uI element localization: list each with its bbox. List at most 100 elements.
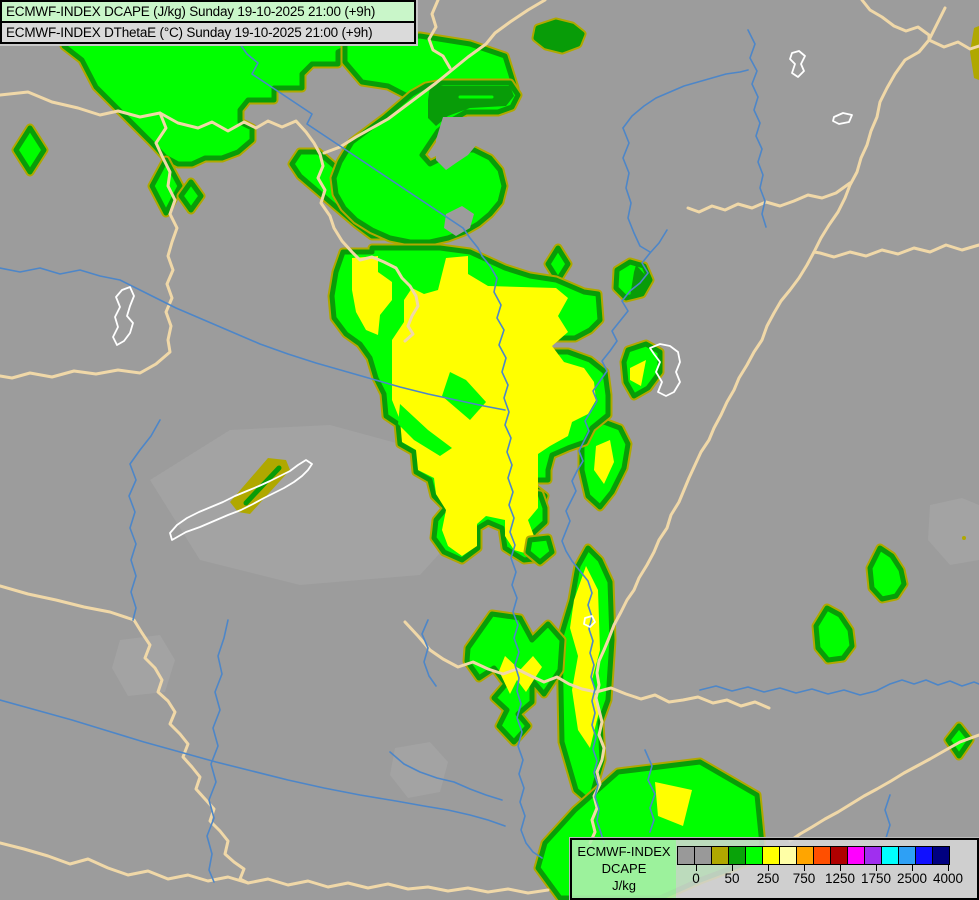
legend-swatch-10 (847, 846, 865, 865)
balaton-band-core (243, 465, 282, 506)
olive-dot (962, 536, 966, 540)
country-border (427, 0, 452, 70)
country-border (860, 0, 931, 42)
legend-tick-mark (840, 865, 841, 871)
legend-swatch-15 (932, 846, 950, 865)
legend-tick-label-0: 0 (692, 871, 700, 886)
olive-edge-strip (970, 26, 979, 80)
dcape-chevron-inner (499, 656, 542, 694)
legend-tick-label-4000: 4000 (932, 871, 964, 886)
river (644, 749, 656, 833)
legend-swatch-8 (813, 846, 831, 865)
country-border (403, 620, 771, 710)
legend-tick-mark (732, 865, 733, 871)
legend-swatch-4 (745, 846, 763, 865)
terrain-watermark (928, 498, 979, 565)
river (622, 69, 749, 129)
dcape-region-sse-inner (655, 782, 692, 826)
country-border (0, 90, 420, 343)
legend-swatch-3 (728, 846, 746, 865)
terrain-watermark (112, 635, 175, 696)
river (884, 794, 891, 839)
river (0, 267, 506, 411)
dcape-region-central-inner (392, 256, 596, 556)
legend-swatch-13 (898, 846, 916, 865)
legend-product: ECMWF-INDEX (577, 844, 671, 859)
lake-outline (112, 286, 135, 346)
lake-outline (169, 459, 313, 541)
dcape-region-central-inner (352, 256, 392, 335)
country-border (0, 841, 550, 895)
country-border (0, 584, 250, 885)
river (747, 29, 767, 228)
title-line-dthetae: ECMWF-INDEX DThetaE (°C) Sunday 19-10-20… (2, 21, 414, 42)
legend-tick-mark (804, 865, 805, 871)
legend-tick-label-50: 50 (724, 871, 740, 886)
legend-swatch-2 (711, 846, 729, 865)
legend-swatch-7 (796, 846, 814, 865)
river (561, 229, 668, 844)
dcape-region-central-accent (398, 404, 452, 456)
legend-swatch-1 (694, 846, 712, 865)
dcape-region-arc-hole (444, 206, 474, 236)
dcape-drop-e2 (813, 605, 855, 663)
legend-labels: ECMWF-INDEX DCAPE J/kg (572, 840, 676, 898)
river (622, 127, 651, 253)
dcape-tip-s (525, 535, 555, 565)
dcape-diamond-w2 (149, 157, 183, 216)
country-border (927, 38, 979, 51)
dcape-pent-tisza-inner (630, 360, 646, 386)
lake-outline (583, 615, 596, 628)
dcape-drop-e1 (867, 545, 907, 602)
legend-swatch-row (677, 846, 950, 865)
country-border (588, 6, 947, 845)
legend-swatch-12 (881, 846, 899, 865)
country-border (686, 181, 852, 214)
river (421, 619, 437, 687)
legend-scale: 0 50 250 750 1250 1750 2500 4000 (676, 840, 977, 898)
dcape-hex-e1-inner (594, 440, 614, 484)
title-line-dcape: ECMWF-INDEX DCAPE (J/kg) Sunday 19-10-20… (6, 4, 376, 19)
lake-outline (789, 50, 806, 78)
legend-swatch-14 (915, 846, 933, 865)
river (699, 679, 979, 696)
country-border (0, 111, 179, 380)
dcape-region-arc-hole (436, 117, 478, 170)
dcape-diamond-w3 (178, 179, 204, 213)
legend-swatch-5 (762, 846, 780, 865)
legend-tick-mark (768, 865, 769, 871)
terrain-watermark (390, 742, 448, 798)
country-border (812, 243, 979, 259)
legend-tick-mark (876, 865, 877, 871)
legend-swatch-9 (830, 846, 848, 865)
terrain-watermark (150, 425, 470, 585)
legend-tick-mark (696, 865, 697, 871)
dcape-region-central-accent (442, 372, 486, 420)
river (236, 39, 483, 257)
dcape-hex-c2-dark (630, 265, 650, 297)
lake-outline (832, 112, 853, 125)
country-border (788, 733, 979, 843)
title-box: ECMWF-INDEX DCAPE (J/kg) Sunday 19-10-20… (0, 0, 416, 44)
river (128, 419, 161, 621)
legend-tick-label-2500: 2500 (896, 871, 928, 886)
legend-tick-mark (912, 865, 913, 871)
country-border (322, 0, 547, 155)
river (389, 751, 503, 801)
legend-tick-label-1750: 1750 (860, 871, 892, 886)
legend-tick-label-1250: 1250 (824, 871, 856, 886)
lake-outline (649, 343, 681, 397)
legend-swatch-11 (864, 846, 882, 865)
legend-swatch-0 (677, 846, 695, 865)
dcape-region-nw-main (61, 11, 353, 167)
river (0, 699, 506, 827)
legend-box: ECMWF-INDEX DCAPE J/kg 0 50 250 750 1250 1750… (570, 838, 979, 900)
river (206, 619, 229, 883)
legend-units: J/kg (612, 878, 636, 893)
river (481, 255, 543, 859)
legend-swatch-6 (779, 846, 797, 865)
legend-tick-label-750: 750 (792, 871, 816, 886)
legend-parameter: DCAPE (601, 861, 647, 876)
